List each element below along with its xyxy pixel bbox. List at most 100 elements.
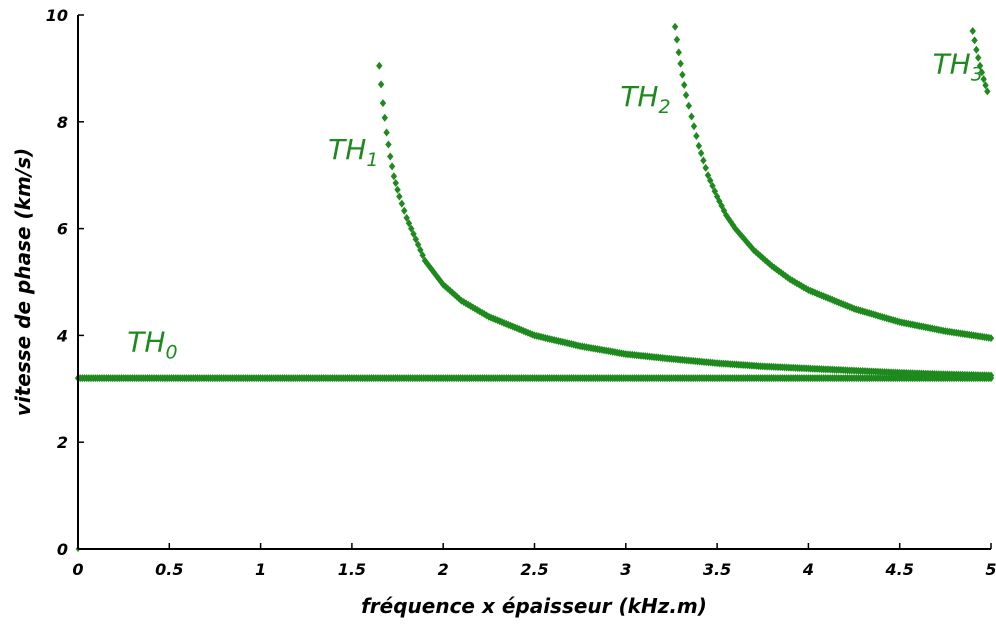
th1-marker <box>419 251 426 260</box>
th2-marker <box>675 48 682 57</box>
curve-label-th0: TH0 <box>127 325 177 363</box>
th1-marker <box>383 128 390 137</box>
th1-marker <box>401 206 408 215</box>
th1-marker <box>377 80 385 89</box>
th1-marker <box>403 213 410 222</box>
th1-marker <box>412 235 420 244</box>
curve-label-subscript: 3 <box>971 64 983 86</box>
th2-marker <box>770 263 778 272</box>
th2-marker <box>693 132 700 141</box>
th1-marker <box>987 371 995 380</box>
th1-marker <box>390 172 398 181</box>
th3-marker <box>971 36 978 45</box>
th2-marker <box>723 211 730 220</box>
curve-label-main: TH <box>933 48 971 81</box>
curve-label-main: TH <box>328 133 366 166</box>
th2-marker <box>734 227 741 236</box>
th2-marker <box>780 270 787 279</box>
x-tick-label: 1.5 <box>338 560 366 579</box>
th1-marker <box>394 185 401 194</box>
th2-marker <box>761 255 769 264</box>
th2-marker <box>673 35 681 44</box>
th2-marker <box>766 259 773 268</box>
th2-marker <box>791 278 798 286</box>
x-tick-label: 3 <box>620 560 631 579</box>
x-axis-label: fréquence x épaisseur (kHz.m) <box>361 594 707 618</box>
th3-marker <box>973 45 980 54</box>
th2-marker <box>793 279 801 288</box>
y-tick-label: 4 <box>56 326 68 345</box>
th2-marker <box>695 141 703 150</box>
th1-marker <box>381 113 388 122</box>
th2-marker <box>677 59 684 68</box>
x-tick-label: 1 <box>255 560 266 579</box>
th2-marker <box>716 197 723 206</box>
th3-marker <box>978 68 986 77</box>
curve-label-subscript: 1 <box>366 149 378 171</box>
th1-marker <box>405 219 413 228</box>
th1-marker <box>408 224 415 233</box>
th2-marker <box>690 122 698 131</box>
curve-label-subscript: 0 <box>165 341 177 363</box>
y-tick-label: 6 <box>57 220 68 239</box>
th1-marker <box>392 179 399 188</box>
th1-marker <box>376 61 383 70</box>
data-markers <box>74 22 995 552</box>
y-tick-label: 0 <box>57 540 68 559</box>
x-tick-label: 4 <box>802 560 814 579</box>
y-tick-label: 2 <box>57 433 68 452</box>
x-tick-label: 4.5 <box>885 560 914 579</box>
th1-marker <box>396 192 403 201</box>
th1-marker <box>387 152 394 161</box>
th2-marker <box>711 187 719 196</box>
curve-label-subscript: 2 <box>658 96 670 118</box>
axes <box>77 15 991 550</box>
curve-label-th2: TH2 <box>620 80 670 118</box>
th2-marker <box>764 257 771 266</box>
x-ticks: 0 0.5 1 1.5 2 2.5 3 3.5 4 4.5 5 <box>72 543 996 579</box>
th3-marker <box>980 75 987 84</box>
th2-marker <box>782 271 789 280</box>
th2-marker <box>736 229 744 238</box>
th2-marker <box>713 192 721 201</box>
curve-label-th3: TH3 <box>933 48 983 86</box>
th2-marker <box>707 176 714 185</box>
th2-marker <box>784 273 792 282</box>
th1-marker <box>388 162 396 171</box>
th1-marker <box>417 245 424 254</box>
curve-label-main: TH <box>127 325 165 358</box>
th2-marker <box>775 266 782 275</box>
th2-marker <box>702 163 709 172</box>
th2-marker <box>727 217 734 226</box>
curve-label-main: TH <box>620 80 658 113</box>
y-ticks: 0 2 4 6 8 10 <box>46 6 84 559</box>
th2-marker <box>802 284 810 293</box>
th2-marker <box>718 201 725 210</box>
th2-marker <box>681 80 688 89</box>
th2-marker <box>709 181 716 190</box>
th2-marker <box>725 214 732 223</box>
y-tick-label: 8 <box>57 113 68 132</box>
th1-marker <box>398 199 406 208</box>
x-tick-label: 0 <box>72 560 83 579</box>
th1-marker <box>414 240 422 249</box>
y-axis-label: vitesse de phase (km/s) <box>11 148 35 416</box>
th2-marker <box>679 70 686 79</box>
x-tick-label: 2 <box>438 560 449 579</box>
th2-marker <box>682 91 690 100</box>
th2-marker <box>697 149 705 158</box>
th2-marker <box>773 265 780 274</box>
th1-marker <box>385 140 392 149</box>
th2-marker <box>685 101 692 110</box>
th2-marker <box>704 171 712 180</box>
y-tick-label: 10 <box>46 6 68 25</box>
x-tick-label: 3.5 <box>703 560 731 579</box>
x-tick-label: 0.5 <box>155 560 183 579</box>
th2-marker <box>754 249 762 258</box>
th2-marker <box>671 22 679 31</box>
th1-marker <box>379 99 387 108</box>
x-tick-label: 2.5 <box>520 560 548 579</box>
th3-marker <box>976 61 984 70</box>
